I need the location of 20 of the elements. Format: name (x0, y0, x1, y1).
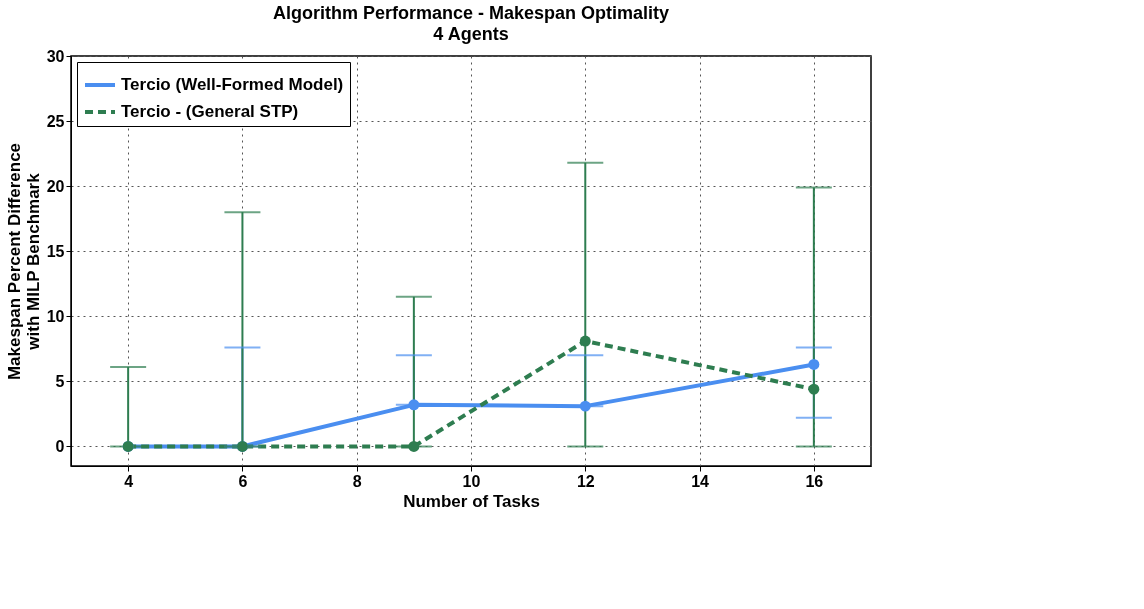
x-tick-label: 16 (805, 472, 824, 490)
y-tick-label: 5 (55, 372, 65, 390)
x-tick-label: 14 (691, 472, 710, 490)
x-axis-title: Number of Tasks (403, 491, 540, 511)
x-tick-label: 12 (576, 472, 595, 490)
chart-subtitle: 4 Agents (433, 24, 509, 44)
y-axis-title: Makespan Percent Difference with MILP Benchmark (4, 142, 43, 381)
x-tick-label: 4 (124, 472, 134, 490)
y-tick-label: 20 (46, 177, 65, 195)
y-tick-label: 25 (46, 112, 65, 130)
y-tick-label: 10 (46, 307, 65, 325)
x-tick-label: 8 (352, 472, 362, 490)
y-tick-label: 15 (46, 242, 65, 260)
y-tick-label: 30 (46, 47, 65, 65)
chart-title: Algorithm Performance - Makespan Optimality (272, 3, 670, 23)
x-tick-label: 6 (238, 472, 248, 490)
legend-label: Tercio (Well-Formed Model) (121, 75, 344, 94)
x-tick-label: 10 (462, 472, 481, 490)
y-tick-label: 0 (55, 437, 65, 455)
legend-label: Tercio - (General STP) (121, 102, 299, 121)
